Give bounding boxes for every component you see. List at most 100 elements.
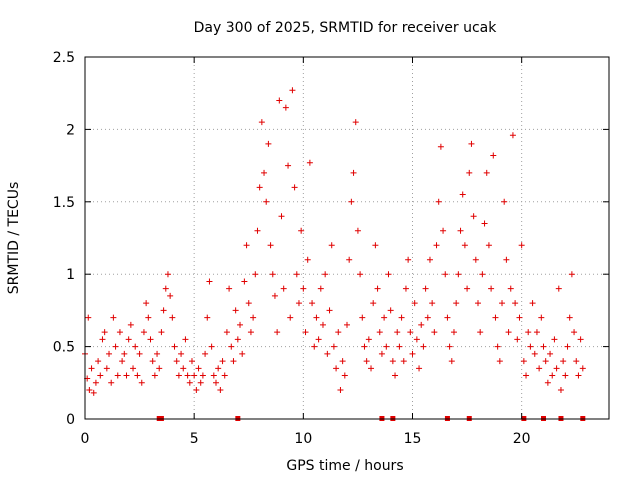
data-point [162,285,169,292]
data-point [446,343,453,350]
data-point [95,358,102,365]
data-point [143,300,150,307]
data-point [494,343,501,350]
data-point [282,104,289,111]
data-point [490,152,497,159]
x-tick-label: 15 [404,431,422,447]
data-point [313,314,320,321]
data-point [455,271,462,278]
data-point [440,227,447,234]
data-point [361,343,368,350]
data-point [289,87,296,94]
data-point [232,307,239,314]
data-point [184,372,191,379]
data-point [106,350,113,357]
data-point [365,336,372,343]
data-point [562,372,569,379]
data-point [258,119,265,126]
data-point [344,321,350,328]
data-point [549,372,556,379]
data-point [116,329,123,336]
data-points [82,87,586,396]
data-point [234,336,241,343]
data-point [85,314,92,321]
data-point [396,343,403,350]
data-point [145,314,152,321]
data-point [475,300,481,307]
data-point [326,307,333,314]
data-point [193,387,200,394]
data-point [461,242,468,249]
data-point [132,343,139,350]
data-point [108,379,115,386]
x-tick-label: 20 [513,431,531,447]
data-point [134,372,141,379]
data-point [555,285,562,292]
data-point [564,343,571,350]
data-point [169,314,176,321]
data-point [119,358,126,365]
data-point [101,329,108,336]
data-point [499,300,506,307]
data-point [140,329,147,336]
data-point [346,256,353,263]
data-point [254,227,261,234]
y-tick-label: 2 [66,122,75,138]
data-point [435,198,442,205]
data-point [151,372,158,379]
data-point [459,191,466,198]
data-point [505,329,512,336]
data-point [226,285,233,292]
data-point [110,314,117,321]
data-point [333,365,340,372]
data-point [300,285,307,292]
y-tick-label: 2.5 [53,50,75,66]
data-point [525,329,532,336]
data-point [304,256,311,263]
data-point [158,329,165,336]
data-point [125,336,132,343]
chart-title: Day 300 of 2025, SRMTID for receiver uca… [194,20,498,36]
data-point [219,358,226,365]
data-point [309,300,316,307]
data-point [481,220,488,227]
data-point [339,358,346,365]
data-point [354,227,361,234]
data-point [324,350,331,357]
data-point [136,350,143,357]
data-point [88,365,95,372]
data-point [518,242,525,249]
data-point [466,169,473,176]
data-point [250,314,257,321]
data-point [378,350,385,357]
data-point [551,336,558,343]
data-point [485,242,492,249]
data-point [92,379,99,386]
data-point [492,314,499,321]
data-point [182,336,189,343]
data-point [173,358,180,365]
data-point [422,285,429,292]
data-point [507,285,514,292]
y-tick-label: 1.5 [53,195,75,211]
data-point [186,379,193,386]
y-tick-label: 1 [66,267,75,283]
data-point [208,343,215,350]
data-point [372,242,379,249]
data-point [335,329,342,336]
data-point [90,389,97,396]
data-point [247,329,254,336]
axis-ticks: 0 5 10 15 20 0 0.5 1 1.5 2 2.5 [53,50,609,447]
data-point [315,336,322,343]
data-point [538,314,545,321]
data-point [385,271,392,278]
data-point [359,314,366,321]
data-point [553,365,560,372]
data-point [350,169,357,176]
data-point [392,372,399,379]
data-point [468,140,475,147]
data-point [188,358,195,365]
data-point [579,365,586,372]
data-point [429,300,436,307]
data-point [337,387,344,394]
